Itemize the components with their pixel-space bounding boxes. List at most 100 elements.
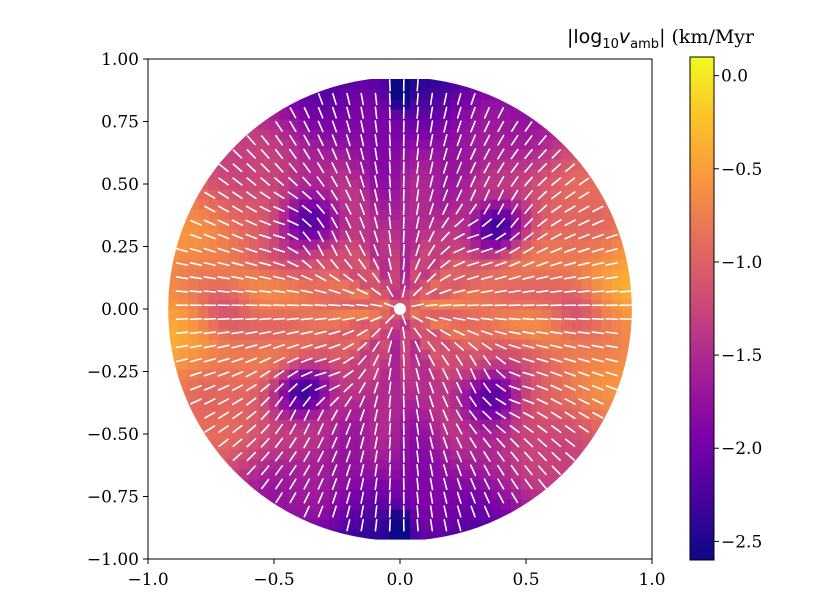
x-tick-label: 0.0 bbox=[386, 570, 413, 590]
velocity-arrow bbox=[246, 177, 257, 186]
heatmap-cell bbox=[470, 509, 482, 520]
heatmap-cell bbox=[319, 459, 331, 470]
heatmap-cell bbox=[541, 349, 552, 360]
velocity-arrow bbox=[483, 368, 491, 380]
velocity-arrow bbox=[287, 233, 299, 240]
heatmap-cell bbox=[450, 359, 462, 370]
heatmap-cell bbox=[389, 339, 401, 350]
heatmap-cell bbox=[571, 439, 583, 450]
velocity-arrow bbox=[301, 218, 312, 228]
heatmap-cell bbox=[440, 399, 451, 410]
velocity-arrow bbox=[317, 244, 324, 256]
velocity-arrow bbox=[189, 276, 203, 280]
heatmap-cell bbox=[470, 429, 482, 440]
heatmap-cell bbox=[258, 309, 270, 320]
heatmap-cell bbox=[329, 119, 341, 130]
velocity-arrow bbox=[442, 368, 449, 380]
velocity-arrow bbox=[189, 219, 202, 226]
heatmap-cell bbox=[500, 359, 512, 370]
heatmap-cell bbox=[238, 229, 250, 240]
heatmap-cell bbox=[339, 209, 351, 220]
velocity-arrow bbox=[373, 244, 379, 257]
velocity-arrow bbox=[550, 371, 563, 377]
heatmap-cell bbox=[299, 459, 310, 470]
heatmap-cell bbox=[309, 319, 320, 330]
velocity-arrow bbox=[577, 371, 590, 377]
heatmap-cell bbox=[420, 209, 431, 220]
velocity-arrow bbox=[538, 478, 547, 490]
heatmap-cell bbox=[369, 109, 381, 120]
heatmap-cell bbox=[389, 199, 401, 210]
heatmap-cell bbox=[248, 409, 260, 420]
heatmap-cell bbox=[430, 89, 441, 100]
heatmap-cell bbox=[410, 79, 421, 90]
heatmap-cell bbox=[359, 219, 371, 230]
velocity-arrow bbox=[189, 233, 202, 240]
velocity-arrow bbox=[619, 290, 632, 293]
heatmap-cell bbox=[591, 349, 603, 360]
heatmap-cell bbox=[621, 319, 632, 330]
heatmap-cell bbox=[349, 519, 361, 530]
heatmap-cell bbox=[420, 259, 431, 270]
velocity-arrow bbox=[303, 450, 311, 463]
velocity-arrow bbox=[231, 275, 244, 280]
heatmap-cell bbox=[500, 89, 512, 100]
heatmap-cell bbox=[369, 169, 381, 180]
heatmap-cell bbox=[531, 239, 542, 250]
heatmap-cell bbox=[349, 159, 361, 170]
heatmap-cell bbox=[571, 189, 583, 200]
heatmap-cell bbox=[309, 489, 320, 500]
heatmap-cell bbox=[450, 189, 462, 200]
velocity-arrow bbox=[314, 357, 327, 363]
velocity-arrow bbox=[415, 409, 420, 422]
heatmap-cell bbox=[319, 329, 331, 340]
heatmap-cell bbox=[319, 179, 331, 190]
velocity-arrow bbox=[246, 135, 256, 146]
velocity-arrow bbox=[388, 120, 392, 133]
heatmap-cell bbox=[309, 379, 320, 390]
heatmap-cell bbox=[500, 149, 512, 160]
heatmap-cell bbox=[581, 179, 593, 190]
heatmap-cell bbox=[289, 389, 300, 400]
heatmap-cell bbox=[339, 509, 351, 520]
velocity-arrow bbox=[218, 163, 229, 172]
velocity-arrow bbox=[272, 261, 286, 267]
heatmap-cell bbox=[228, 459, 240, 470]
velocity-arrow bbox=[564, 177, 576, 186]
colorbar-label: |log10vamb| (km/Myr bbox=[567, 26, 755, 52]
heatmap-cell bbox=[339, 419, 351, 430]
velocity-arrow bbox=[274, 423, 284, 435]
velocity-arrow bbox=[443, 464, 448, 477]
velocity-arrow bbox=[429, 106, 434, 119]
heatmap-cell bbox=[571, 329, 583, 340]
velocity-arrow bbox=[551, 149, 561, 159]
velocity-arrow bbox=[345, 436, 352, 449]
velocity-arrow bbox=[287, 191, 299, 200]
velocity-arrow bbox=[443, 491, 448, 504]
velocity-arrow bbox=[374, 161, 378, 174]
heatmap-cell bbox=[531, 469, 542, 480]
velocity-arrow bbox=[374, 92, 378, 106]
y-tick-label: 0.50 bbox=[101, 175, 139, 195]
heatmap-cell bbox=[369, 319, 381, 330]
heatmap-cell bbox=[430, 219, 441, 230]
heatmap-cell bbox=[258, 499, 270, 510]
heatmap-cell bbox=[369, 209, 381, 220]
heatmap-cell bbox=[279, 329, 290, 340]
heatmap-cell bbox=[268, 169, 280, 180]
heatmap-cell bbox=[420, 519, 431, 530]
heatmap-cell bbox=[470, 99, 482, 110]
heatmap-cell bbox=[581, 229, 593, 240]
heatmap-cell bbox=[450, 249, 462, 260]
heatmap-cell bbox=[611, 269, 623, 280]
heatmap-cell bbox=[480, 159, 492, 170]
velocity-arrow bbox=[388, 161, 392, 175]
heatmap-cell bbox=[611, 299, 623, 310]
heatmap-cell bbox=[410, 109, 421, 120]
velocity-arrow bbox=[260, 383, 271, 393]
velocity-arrow bbox=[497, 134, 505, 146]
heatmap-cell bbox=[420, 269, 431, 280]
heatmap-cell bbox=[248, 269, 260, 280]
heatmap-cell bbox=[349, 119, 361, 130]
heatmap-cell bbox=[339, 119, 351, 130]
